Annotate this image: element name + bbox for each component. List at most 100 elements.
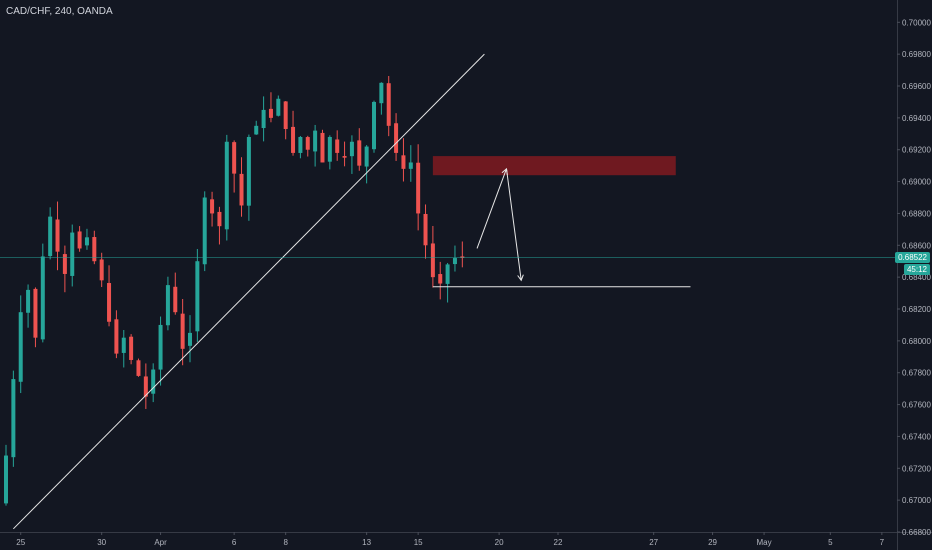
candle-body: [99, 259, 104, 281]
candle-body: [40, 256, 45, 340]
candle-body: [224, 141, 229, 230]
price-tick-label: 0.68600: [902, 241, 931, 250]
candle-body: [232, 142, 237, 174]
candle-body: [129, 336, 134, 360]
price-tick-label: 0.69600: [902, 82, 931, 91]
candle-body: [261, 109, 266, 129]
candle-body: [165, 285, 170, 326]
candle-body: [357, 140, 362, 166]
price-tick-label: 0.66800: [902, 528, 931, 537]
supply-zone: [432, 156, 676, 176]
candle-body: [320, 132, 325, 163]
candle-body: [26, 289, 31, 313]
candle-body: [173, 286, 178, 313]
time-tick-label: 29: [708, 538, 717, 547]
candle-body: [18, 312, 23, 382]
price-tick-label: 0.70000: [902, 18, 931, 27]
price-tick-label: 0.67200: [902, 464, 931, 473]
candle-body: [195, 261, 200, 332]
candle-body: [430, 243, 435, 278]
candle-body: [423, 213, 428, 246]
candle-body: [136, 360, 141, 376]
price-tick-label: 0.68200: [902, 305, 931, 314]
candle-body: [379, 82, 384, 104]
projection-arrowhead-down: [517, 274, 524, 282]
candle-body: [33, 288, 38, 338]
candle-body: [438, 274, 443, 284]
price-tick-label: 0.69000: [902, 178, 931, 187]
time-tick-label: 25: [16, 538, 25, 547]
time-tick-label: Apr: [154, 538, 167, 547]
candle-body: [151, 369, 156, 394]
candle-body: [77, 231, 82, 249]
candle-body: [401, 155, 406, 169]
price-tick-label: 0.68800: [902, 209, 931, 218]
candle-body: [4, 455, 8, 504]
candle-body: [239, 173, 244, 206]
price-tick-label: 0.69200: [902, 146, 931, 155]
bar-countdown-label: 45:12: [903, 263, 930, 275]
candle-body: [48, 216, 53, 257]
candle-body: [114, 319, 119, 354]
candle-body: [291, 126, 296, 153]
time-tick-label: 15: [414, 538, 423, 547]
time-tick-label: May: [757, 538, 772, 547]
candle-body: [445, 264, 450, 284]
candle-body: [107, 283, 112, 322]
time-tick-label: 8: [283, 538, 288, 547]
candle-body: [62, 254, 67, 274]
candle-body: [217, 211, 222, 227]
candle-body: [55, 219, 60, 252]
candle-body: [416, 162, 421, 214]
price-tick-label: 0.67000: [902, 496, 931, 505]
time-tick-label: 6: [232, 538, 237, 547]
candle-body: [158, 324, 163, 370]
price-tick-label: 0.69800: [902, 50, 931, 59]
candle-body: [305, 137, 310, 150]
time-tick-label: 20: [495, 538, 504, 547]
candle-body: [92, 237, 97, 262]
time-tick-label: 5: [828, 538, 833, 547]
candle-body: [143, 376, 148, 397]
candle-body: [202, 197, 207, 265]
price-tick-label: 0.69400: [902, 114, 931, 123]
candle-body: [276, 98, 281, 116]
candle-body: [11, 379, 16, 458]
chart-symbol-title: CAD/CHF, 240, OANDA: [6, 6, 113, 17]
candle-body: [364, 146, 369, 167]
candle-body: [349, 141, 354, 157]
candle-body: [268, 108, 273, 118]
time-tick-label: 22: [554, 538, 563, 547]
price-tick-label: 0.67400: [902, 432, 931, 441]
time-tick-label: 13: [362, 538, 371, 547]
candle-body: [84, 237, 89, 246]
candle-body: [313, 130, 318, 152]
candle-body: [121, 337, 126, 353]
candle-body: [327, 136, 332, 162]
candle-body: [386, 83, 391, 126]
candle-body: [246, 136, 251, 206]
candle-body: [283, 101, 288, 130]
candle-body: [394, 123, 399, 153]
candle-body: [452, 258, 457, 265]
candle-body: [180, 313, 185, 349]
price-tick-label: 0.67600: [902, 401, 931, 410]
projection-arrowhead-up: [501, 167, 508, 175]
candle-body: [460, 256, 465, 258]
candle-body: [188, 332, 192, 346]
candle-body: [335, 139, 340, 153]
trendline: [13, 53, 485, 530]
current-price-label: 0.68522: [895, 251, 930, 263]
candle-body: [372, 101, 376, 150]
time-tick-label: 27: [649, 538, 658, 547]
candle-body: [342, 156, 347, 158]
price-tick-label: 0.68000: [902, 337, 931, 346]
candle-body: [408, 162, 413, 169]
candle-body: [70, 232, 75, 276]
price-tick-label: 0.67800: [902, 369, 931, 378]
price-tick-label: 0.68400: [902, 273, 931, 282]
candle-body: [298, 136, 303, 153]
candle-body: [254, 125, 259, 135]
